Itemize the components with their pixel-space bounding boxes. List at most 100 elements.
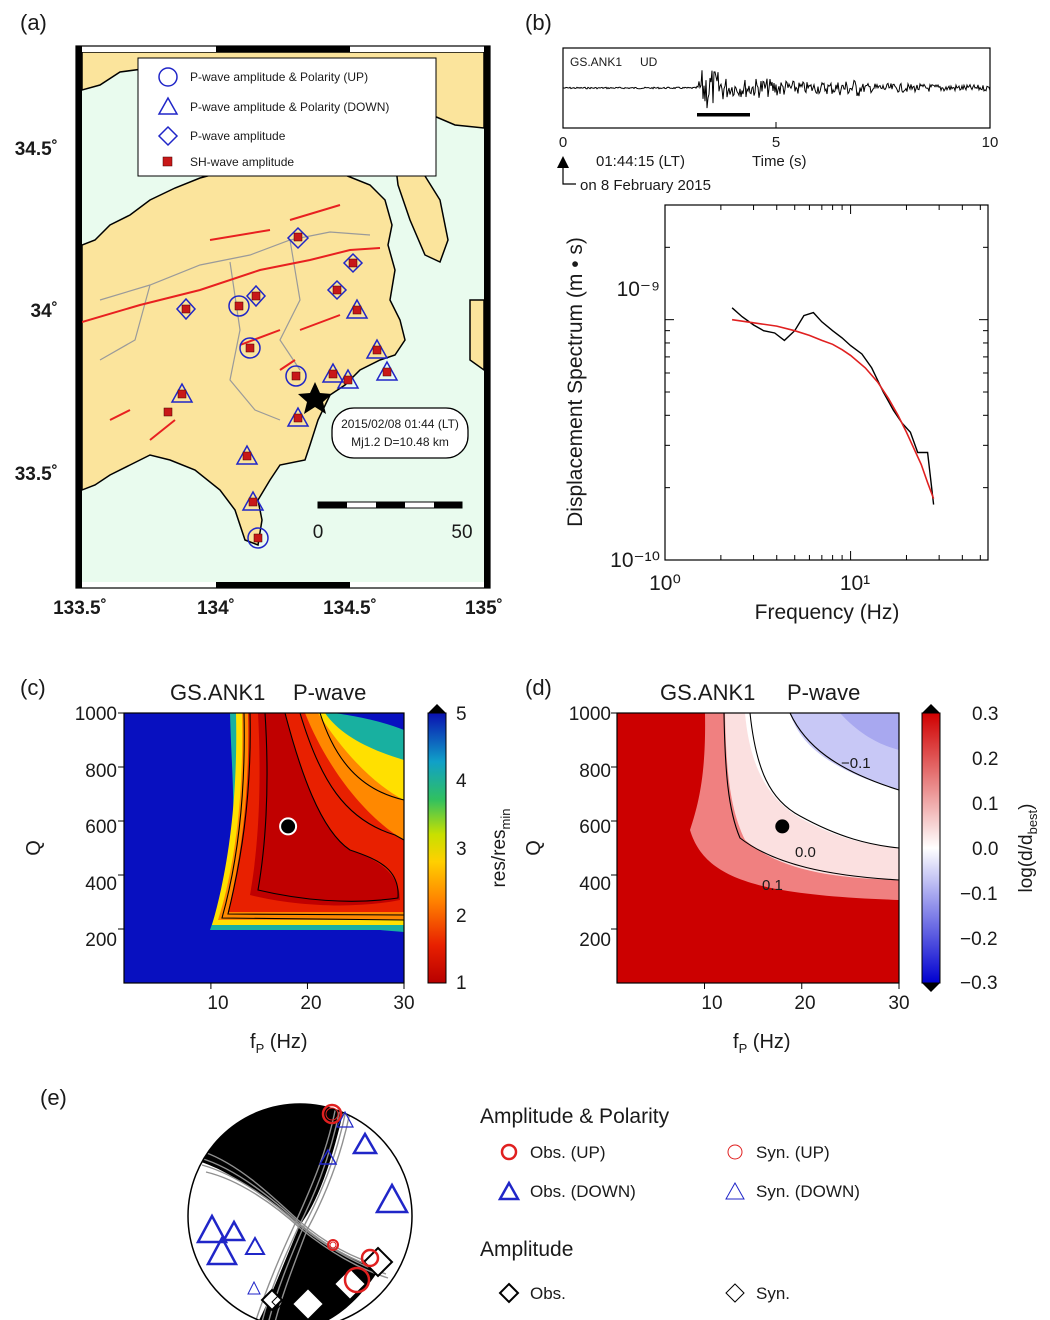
time-ticks [562,122,991,128]
station-diamond [326,279,348,301]
c-cbar-4: 4 [456,771,467,792]
focal-sphere-outline [187,1103,413,1320]
legend-obs-amp-icon [498,1282,520,1304]
d-xlabel: fP (Hz) [733,1031,791,1056]
legend-item-amp: P-wave amplitude [190,129,286,143]
c-ytick-800: 800 [85,761,117,782]
legend-square-icon [162,156,173,167]
station-diamond [175,297,197,321]
spectrum-model-fit-line [731,318,935,499]
panel-e: (e) [40,1085,860,1320]
d-cbar-0.2: 0.2 [972,749,998,770]
d-ytick-600: 600 [579,817,611,838]
time-axis-label: Time (s) [752,153,806,170]
obs-down-marker [374,1182,410,1214]
legend-item-up: P-wave amplitude & Polarity (UP) [190,70,368,84]
spectrum-observed-line [731,307,935,505]
station-triangle [170,382,194,403]
event-line-2: Mj1.2 D=10.48 km [351,435,449,449]
kii-peninsula [469,299,484,371]
syn-amplitude-marker [271,1295,285,1309]
lon-tick-133.5: 133.5˚ [53,598,107,619]
d-ytick-200: 200 [579,930,611,951]
c-xlabel: fP (Hz) [250,1031,308,1056]
d-best-fit-marker [775,819,790,834]
panel-a: (a) 34.5˚ 34˚ 33.5˚ 133.5˚ 134˚ 134.5˚ [15,10,503,619]
e-heading-amp-polarity: Amplitude & Polarity [480,1105,670,1128]
spectrum-ticks [664,205,988,561]
event-line-1: 2015/02/08 01:44 (LT) [341,417,459,431]
e-obs-up: Obs. (UP) [530,1143,606,1162]
time-tick-0: 0 [559,134,567,151]
d-ticks [611,712,900,989]
d-title-station: GS.ANK1 [660,680,755,705]
prefecture-boundaries [99,231,371,421]
legend-obs-down-icon [497,1180,521,1201]
c-ytick-1000: 1000 [75,704,117,725]
spectrum-frame [664,204,989,561]
spec-xlabel: Frequency (Hz) [755,601,900,624]
stations [163,226,399,549]
c-cbar-3: 3 [456,839,467,860]
d-colorbar-cap-top [922,704,940,713]
spec-xtick-1e1: 10¹ [840,572,870,595]
c-best-fit-marker [279,817,298,836]
station-triangle [241,490,265,511]
lat-tick-34.5: 34.5˚ [15,139,58,160]
d-ylabel: Q [523,840,545,856]
station-triangle [365,338,389,359]
d-ytick-400: 400 [579,874,611,895]
map-frame-left-bar [76,46,82,588]
c-title-station: GS.ANK1 [170,680,265,705]
trace-station: GS.ANK1 [570,55,622,69]
epicenter-star-icon [298,382,332,414]
syn-down-marker [247,1280,261,1295]
c-xtick-10: 10 [207,993,228,1014]
c-ticks [118,712,405,989]
legend-triangle-icon [157,96,179,115]
origin-arrow-line [562,168,576,185]
c-frame [123,712,405,984]
d-contours [723,712,900,881]
station-circle [247,527,269,549]
obs-amplitude-marker [290,1286,326,1320]
sh-stations [163,232,392,543]
c-band-darkred [250,713,400,906]
d-xtick-30: 30 [888,993,909,1014]
station-circle [228,295,250,317]
time-tick-5: 5 [772,134,780,151]
obs-up-marker [327,1239,339,1251]
e-syn-up: Syn. (UP) [756,1143,830,1162]
station-triangle [235,444,259,465]
d-frame [616,712,900,984]
focal-observations [195,1103,410,1320]
station-circle [239,337,261,359]
legend-syn-down-icon [725,1181,745,1200]
obs-down-marker [351,1131,379,1155]
d-cbar-0.3: 0.3 [972,704,998,725]
d-field-blue [840,713,899,750]
panel-label-d: (d) [525,675,552,700]
spec-xtick-1e0: 10⁰ [649,572,681,595]
c-cbar-5: 5 [456,704,467,725]
e-obs-down: Obs. (DOWN) [530,1182,636,1201]
compressional-quadrant-bottom [255,1225,380,1320]
legend-box [137,57,437,177]
c-contours [221,712,405,921]
scale-label-0: 0 [313,522,324,543]
d-title-wave: P-wave [787,680,860,705]
d-contour-label-neg: −0.1 [841,755,871,772]
legend-item-sh: SH-wave amplitude [190,155,294,169]
obs-down-marker [318,1148,338,1165]
d-contour-label-pos: 0.1 [762,877,783,894]
panel-b: (b) GS.ANK1 UD 0 5 10 Time (s) 01:44:15 … [525,10,998,624]
obs-down-marker [244,1235,266,1255]
c-cbar-1: 1 [456,973,467,994]
station-diamond [342,252,364,274]
spec-ytick-1e-10: 10⁻¹⁰ [610,549,660,572]
c-xtick-20: 20 [300,993,321,1014]
d-xtick-10: 10 [701,993,722,1014]
c-ylabel: Q [23,840,45,856]
d-cbar-0.0: 0.0 [972,839,998,860]
